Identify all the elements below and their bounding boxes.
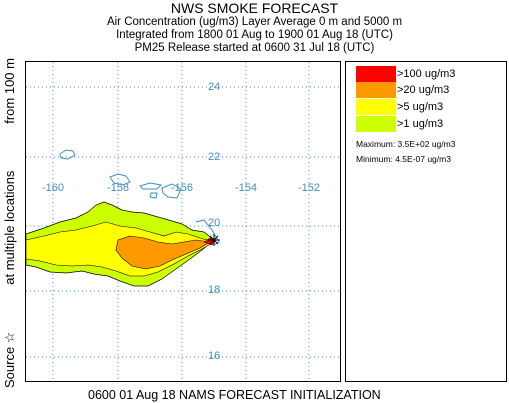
lat-label-20: 20 [208,217,221,229]
lon-label-158: -158 [107,182,130,194]
lon-label-152: -152 [298,182,321,194]
legend-swatch-20 [356,82,396,98]
legend-panel: >100 ug/m3 >20 ug/m3 >5 ug/m3 >1 ug/m3 M… [345,61,507,382]
lon-label-154: -154 [235,182,258,194]
forecast-initialization: 0600 01 Aug 18 NAMS FORECAST INITIALIZAT… [88,388,381,402]
legend-maximum: Maximum: 3.5E+02 ug/m3 [356,139,456,149]
lat-label-24: 24 [208,81,221,93]
legend-swatch-1 [356,116,396,132]
source-markers [208,234,220,246]
subtitle-concentration: Air Concentration (ug/m3) Layer Average … [106,16,403,28]
legend-swatch-5 [356,99,396,115]
plume-over-20 [115,235,211,270]
lon-label-160: -160 [42,182,65,194]
smoke-plume [26,201,217,287]
lat-label-16: 16 [208,350,221,362]
coast-maui [161,183,182,199]
legend-label-1: >1 ug/m3 [397,118,444,130]
height-text: from 100 m [2,58,17,124]
legend-minimum: Minimum: 4.5E-07 ug/m3 [356,154,451,164]
map-canvas [26,62,340,381]
lat-label-18: 18 [208,284,221,296]
coast-oahu [109,173,131,186]
coast-molokai [139,182,163,190]
lon-label-156: -156 [171,182,194,194]
subtitle-integration: Integrated from 1800 01 Aug to 1900 01 A… [116,29,393,41]
page-title: NWS SMOKE FORECAST [170,0,339,16]
locations-text: at multiple locations [2,170,17,285]
legend-swatch-100 [356,66,396,82]
coast-niihau [59,149,76,160]
map-panel: 24 22 20 18 16 -160 -158 -156 -154 -152 [25,61,341,382]
coastlines [59,149,182,199]
subtitle-release: PM25 Release started at 0600 31 Jul 18 (… [134,42,375,54]
lat-label-22: 22 [208,151,221,163]
legend-label-5: >5 ug/m3 [397,101,444,113]
legend-label-100: >100 ug/m3 [397,68,456,80]
coast-lanai [149,192,158,199]
legend-label-20: >20 ug/m3 [397,84,450,96]
source-text: Source ☆ [2,331,17,388]
source-side-label: Source ☆ at multiple locations from 100 … [2,58,18,388]
